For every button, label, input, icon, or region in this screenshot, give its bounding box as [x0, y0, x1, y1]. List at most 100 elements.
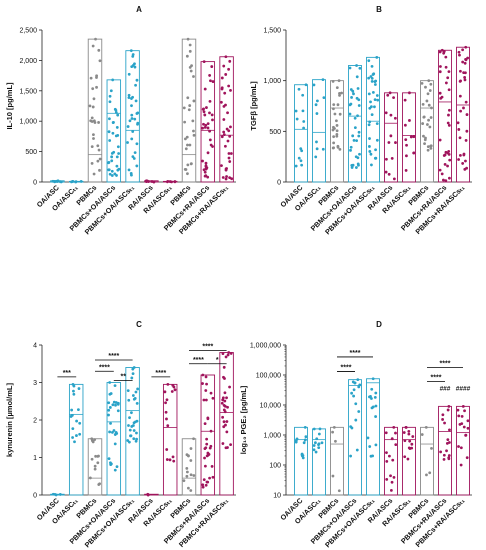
data-point	[53, 493, 57, 496]
data-point	[338, 112, 342, 116]
data-point	[134, 83, 137, 87]
data-point	[439, 450, 443, 454]
data-point	[115, 164, 119, 168]
data-point	[375, 138, 379, 142]
data-point	[130, 97, 133, 100]
data-point	[222, 118, 226, 121]
data-point	[206, 453, 210, 457]
data-point	[302, 126, 306, 130]
data-point	[191, 119, 195, 123]
data-point	[128, 428, 132, 432]
data-point	[227, 67, 231, 71]
data-point	[220, 76, 224, 80]
bar	[200, 374, 216, 496]
bar-group	[348, 64, 362, 183]
data-point	[146, 493, 150, 497]
bar-group	[330, 425, 344, 496]
bar-group	[384, 91, 398, 183]
data-point	[357, 134, 361, 138]
data-point	[192, 474, 196, 477]
data-point	[422, 134, 425, 138]
data-point	[461, 60, 465, 64]
data-point	[114, 430, 118, 434]
data-point	[335, 129, 339, 133]
data-point	[368, 137, 371, 140]
data-point	[133, 151, 137, 155]
data-point	[420, 433, 424, 436]
data-point	[294, 109, 298, 113]
data-point	[205, 437, 209, 441]
bar-group	[366, 377, 380, 496]
data-point	[164, 410, 168, 414]
data-point	[439, 65, 442, 68]
data-point	[223, 399, 227, 403]
data-point	[338, 147, 342, 151]
significance-bracket: ****	[427, 360, 463, 368]
data-point	[315, 437, 319, 441]
data-point	[446, 121, 450, 125]
data-point	[95, 76, 98, 79]
data-point	[374, 391, 378, 395]
data-point	[410, 442, 414, 446]
data-point	[113, 442, 117, 446]
data-point	[58, 493, 62, 496]
data-point	[332, 107, 335, 111]
data-point	[224, 73, 228, 76]
data-point	[165, 458, 169, 461]
data-point	[352, 92, 355, 96]
data-point	[130, 376, 134, 380]
data-point	[462, 425, 466, 429]
significance-bracket: **	[113, 374, 133, 382]
data-point	[438, 70, 442, 74]
data-point	[220, 401, 224, 405]
data-point	[221, 352, 225, 356]
data-point	[336, 145, 340, 149]
data-point	[465, 129, 469, 133]
data-point	[109, 89, 113, 93]
data-point	[370, 79, 374, 83]
data-point	[331, 128, 335, 132]
data-point	[166, 382, 170, 386]
data-point	[448, 441, 451, 444]
data-point	[88, 104, 92, 108]
data-point	[340, 91, 343, 95]
data-point	[446, 438, 450, 442]
y-tick-label: 0	[33, 180, 37, 187]
data-point	[318, 427, 322, 431]
data-point	[356, 378, 360, 382]
data-point	[355, 96, 359, 100]
data-point	[130, 425, 134, 428]
data-point	[464, 159, 467, 163]
data-point	[91, 87, 95, 91]
data-point	[91, 105, 95, 109]
data-point	[349, 88, 353, 91]
data-point	[92, 97, 96, 101]
data-point	[299, 159, 303, 163]
data-point	[459, 463, 463, 467]
data-point	[429, 82, 433, 86]
bar-group	[50, 179, 65, 184]
data-point	[297, 87, 301, 91]
data-point	[127, 398, 131, 402]
data-point	[90, 145, 94, 149]
data-point	[228, 160, 232, 163]
data-point	[185, 470, 189, 474]
data-point	[109, 462, 113, 466]
data-point	[427, 79, 431, 83]
data-point	[438, 50, 442, 54]
data-point	[201, 159, 204, 163]
data-point	[301, 93, 305, 97]
data-point	[460, 414, 464, 418]
data-point	[111, 403, 115, 407]
data-point	[353, 381, 357, 385]
data-point	[116, 168, 120, 172]
data-point	[107, 408, 111, 412]
data-point	[446, 76, 450, 80]
data-point	[203, 113, 207, 117]
data-point	[374, 443, 378, 447]
data-point	[457, 158, 460, 161]
hash-mark-label: ###	[440, 385, 451, 392]
data-point	[126, 125, 130, 128]
data-point	[186, 37, 190, 41]
